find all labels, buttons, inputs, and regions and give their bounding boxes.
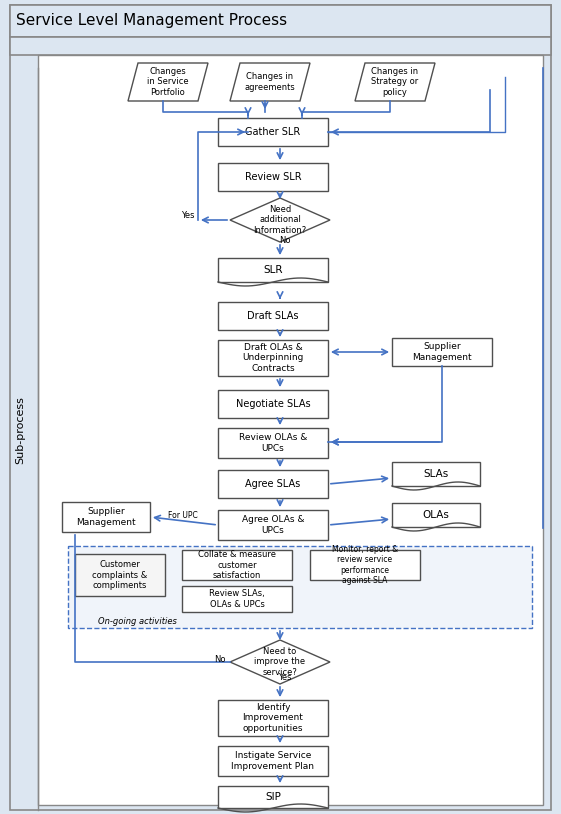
FancyBboxPatch shape — [218, 428, 328, 458]
Text: Review SLAs,
OLAs & UPCs: Review SLAs, OLAs & UPCs — [209, 589, 265, 609]
Text: Review SLR: Review SLR — [245, 172, 301, 182]
Text: Supplier
Management: Supplier Management — [76, 507, 136, 527]
Text: Yes: Yes — [278, 673, 292, 682]
Text: No: No — [214, 655, 226, 664]
Text: Yes: Yes — [182, 211, 195, 220]
Text: OLAs: OLAs — [422, 510, 449, 520]
FancyBboxPatch shape — [218, 746, 328, 776]
FancyBboxPatch shape — [62, 502, 150, 532]
Polygon shape — [355, 63, 435, 101]
Text: Draft SLAs: Draft SLAs — [247, 311, 299, 321]
Polygon shape — [230, 640, 330, 684]
Text: On-going activities: On-going activities — [98, 617, 177, 626]
FancyBboxPatch shape — [68, 546, 532, 628]
Text: No: No — [279, 236, 291, 245]
FancyBboxPatch shape — [10, 5, 551, 810]
Text: Review OLAs &
UPCs: Review OLAs & UPCs — [239, 433, 307, 453]
Text: Negotiate SLAs: Negotiate SLAs — [236, 399, 310, 409]
Text: Gather SLR: Gather SLR — [245, 127, 301, 137]
FancyBboxPatch shape — [75, 554, 165, 596]
Text: Agree SLAs: Agree SLAs — [245, 479, 301, 489]
Text: SIP: SIP — [265, 792, 281, 802]
Text: Sub-process: Sub-process — [15, 396, 25, 464]
FancyBboxPatch shape — [218, 163, 328, 191]
FancyBboxPatch shape — [218, 510, 328, 540]
Text: SLR: SLR — [263, 265, 283, 275]
Text: Collate & measure
customer
satisfaction: Collate & measure customer satisfaction — [198, 550, 276, 580]
FancyBboxPatch shape — [392, 462, 480, 486]
Text: SLAs: SLAs — [424, 469, 449, 479]
Text: Supplier
Management: Supplier Management — [412, 343, 472, 361]
Text: Need to
improve the
service?: Need to improve the service? — [255, 647, 306, 677]
Polygon shape — [128, 63, 208, 101]
FancyBboxPatch shape — [392, 503, 480, 527]
Text: Changes in
Strategy or
policy: Changes in Strategy or policy — [371, 67, 419, 97]
FancyBboxPatch shape — [10, 5, 551, 37]
Polygon shape — [230, 63, 310, 101]
Text: Instigate Service
Improvement Plan: Instigate Service Improvement Plan — [232, 751, 315, 771]
Text: Changes
in Service
Portfolio: Changes in Service Portfolio — [147, 67, 189, 97]
Text: Identify
Improvement
opportunities: Identify Improvement opportunities — [242, 703, 304, 733]
FancyBboxPatch shape — [218, 786, 328, 808]
Text: Service Level Management Process: Service Level Management Process — [16, 14, 287, 28]
FancyBboxPatch shape — [218, 302, 328, 330]
FancyBboxPatch shape — [392, 338, 492, 366]
FancyBboxPatch shape — [10, 37, 551, 55]
Text: Customer
complaints &
compliments: Customer complaints & compliments — [93, 560, 148, 590]
FancyBboxPatch shape — [182, 586, 292, 612]
Text: Need
additional
Information?: Need additional Information? — [254, 205, 307, 235]
Text: Changes in
agreements: Changes in agreements — [245, 72, 296, 92]
Text: Draft OLAs &
Underpinning
Contracts: Draft OLAs & Underpinning Contracts — [242, 343, 304, 373]
Text: For UPC: For UPC — [168, 511, 198, 520]
FancyBboxPatch shape — [218, 258, 328, 282]
FancyBboxPatch shape — [218, 700, 328, 736]
Polygon shape — [230, 198, 330, 242]
FancyBboxPatch shape — [218, 470, 328, 498]
FancyBboxPatch shape — [218, 340, 328, 376]
FancyBboxPatch shape — [218, 390, 328, 418]
FancyBboxPatch shape — [38, 55, 543, 805]
FancyBboxPatch shape — [218, 118, 328, 146]
Text: Agree OLAs &
UPCs: Agree OLAs & UPCs — [242, 515, 304, 535]
Text: Monitor, report &
review service
performance
against SLA: Monitor, report & review service perform… — [332, 545, 398, 585]
FancyBboxPatch shape — [310, 550, 420, 580]
FancyBboxPatch shape — [182, 550, 292, 580]
